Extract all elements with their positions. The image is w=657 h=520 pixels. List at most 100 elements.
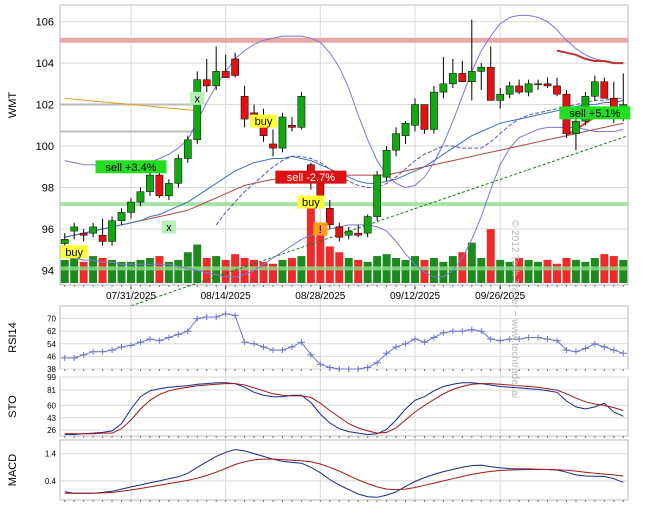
volume-bar <box>240 258 249 283</box>
candle-body <box>449 73 457 85</box>
candle-body <box>496 93 505 101</box>
candle-body <box>373 174 381 217</box>
price-tick-label: 106 <box>36 17 54 29</box>
candle-body <box>344 230 353 236</box>
volume-bar <box>401 259 410 283</box>
volume-bar <box>486 229 495 283</box>
watermark: © 2012 Tech Trader ~ www.techtrader.ai <box>509 220 520 399</box>
volume-bar <box>127 261 135 283</box>
signal-label: sell +5.1% <box>569 108 620 120</box>
volume-bar <box>496 259 505 283</box>
volume-bar <box>269 263 277 283</box>
price-tick-label: 98 <box>42 183 54 195</box>
price-tick-label: 96 <box>42 224 54 236</box>
candle-body <box>543 83 552 87</box>
rsi14-series-line <box>64 313 624 370</box>
price-axis-label: WMT <box>7 92 19 119</box>
volume-bar <box>392 258 401 283</box>
volume-bar <box>590 258 599 283</box>
candle-body <box>278 116 287 149</box>
macd-axis-label: MACD <box>7 454 19 486</box>
signal-label-box <box>95 160 167 174</box>
volume-bar <box>221 259 230 283</box>
signal-label-box <box>559 106 631 120</box>
volume-bar <box>202 258 211 283</box>
volume-bar <box>439 261 448 283</box>
sto-series-line <box>64 382 624 436</box>
sto-axis-label: STO <box>7 395 19 418</box>
candle-body <box>335 226 344 238</box>
date-tick-label: 09/26/2025 <box>475 291 525 302</box>
candle-body <box>269 143 277 149</box>
volume-bar <box>316 233 325 283</box>
volume-bar <box>524 259 533 283</box>
candle-body <box>553 85 561 95</box>
signal-label: x <box>166 222 172 234</box>
signal-label-box <box>313 222 328 236</box>
volume-bar <box>250 259 259 283</box>
volume-bar <box>136 259 145 283</box>
rsi14-tick-label: 54 <box>47 340 56 349</box>
candle-body <box>572 120 580 134</box>
rsi14-panel-frame <box>59 305 629 370</box>
candle-body <box>505 85 514 95</box>
volume-bar <box>534 261 543 283</box>
candle-body <box>524 83 533 93</box>
volume-bar <box>553 263 561 283</box>
macd-panel-frame <box>59 439 629 501</box>
signal-label-box <box>190 91 205 105</box>
candle-body <box>60 239 69 244</box>
sto-tick-label: 26 <box>47 426 56 435</box>
candle-body <box>486 66 495 101</box>
candle-body <box>439 83 448 93</box>
candle-body <box>165 183 173 197</box>
candle-body <box>288 125 296 128</box>
volume-bar <box>164 261 173 283</box>
candle-body <box>240 96 249 120</box>
volume-bar <box>571 259 580 283</box>
rsi14-tick-label: 46 <box>47 352 56 361</box>
signal-label: buy <box>65 247 83 259</box>
signal-label: buy <box>255 116 273 128</box>
sto-tick-label: 60 <box>47 401 56 410</box>
moving-average-dashed-line <box>215 97 624 226</box>
rsi14-tick-label: 38 <box>47 365 56 374</box>
candle-body <box>297 96 306 128</box>
volume-bar <box>543 259 552 283</box>
candle-body <box>420 104 429 130</box>
bollinger-lower-line <box>64 126 624 278</box>
price-tick-label: 102 <box>36 100 54 112</box>
sto-tick-label: 99 <box>47 373 56 382</box>
macd-tick-label: 0.4 <box>45 477 57 486</box>
candle-body <box>221 71 230 78</box>
candle-body <box>146 174 154 192</box>
volume-bar <box>306 208 315 283</box>
volume-bar <box>515 258 524 283</box>
candle-body <box>89 226 97 234</box>
volume-bar <box>117 261 126 283</box>
signal-label: x <box>195 93 201 105</box>
candle-body <box>117 212 126 221</box>
candle-body <box>70 226 79 232</box>
candle-body <box>98 234 107 242</box>
candle-body <box>363 216 372 234</box>
volume-bar <box>363 261 372 283</box>
volume-bar <box>70 258 79 283</box>
rsi14-axis-label: RSI14 <box>7 322 19 353</box>
signal-label: ! <box>319 224 322 236</box>
sto-tick-label: 43 <box>47 414 56 423</box>
rsi14-tick-label: 70 <box>47 315 56 324</box>
volume-bar <box>259 261 268 283</box>
sto-series-line <box>64 383 624 435</box>
signal-label: sell -2.7% <box>287 172 336 184</box>
signal-label-box <box>250 114 277 128</box>
volume-bar <box>562 258 571 283</box>
volume-bar <box>344 258 353 283</box>
candle-body <box>193 79 202 141</box>
candle-body <box>401 122 410 136</box>
candle-body <box>212 71 221 87</box>
macd-series-line <box>64 448 624 498</box>
volume-bar <box>145 258 154 283</box>
date-tick-label: 09/12/2025 <box>390 291 440 302</box>
